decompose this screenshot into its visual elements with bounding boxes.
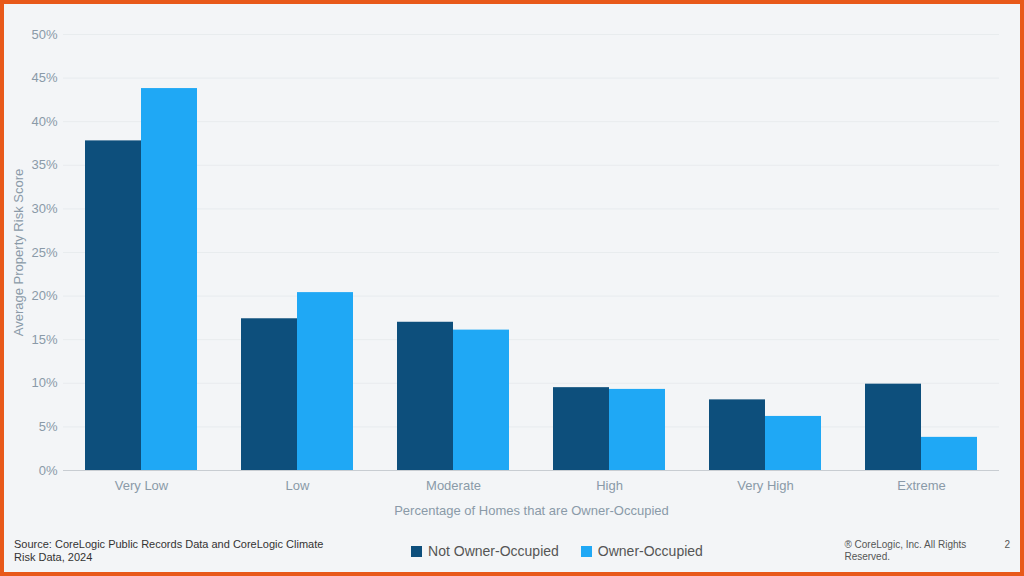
svg-text:10%: 10%	[31, 375, 57, 390]
svg-text:25%: 25%	[31, 245, 57, 260]
svg-text:Average Property Risk Score: Average Property Risk Score	[11, 169, 26, 336]
svg-text:20%: 20%	[31, 288, 57, 303]
svg-text:0%: 0%	[39, 463, 58, 478]
html-text:Not Owner-Occupied: Not Owner-Occupied	[428, 543, 559, 559]
html-text:Owner-Occupied: Owner-Occupied	[597, 543, 703, 559]
svg-text:Percentage of Homes that are O: Percentage of Homes that are Owner-Occup…	[394, 503, 669, 518]
html-text:Source: CoreLogic Public Recor: Source: CoreLogic Public Records Data an…	[14, 538, 324, 563]
html-text:® CoreLogic, Inc. All Rights R: ® CoreLogic, Inc. All Rights Reserved.	[844, 539, 967, 562]
svg-text:Very Low: Very Low	[115, 478, 169, 493]
svg-text:High: High	[596, 478, 623, 493]
svg-text:15%: 15%	[31, 332, 57, 347]
svg-text:5%: 5%	[39, 419, 58, 434]
svg-text:Low: Low	[286, 478, 310, 493]
svg-text:35%: 35%	[31, 157, 57, 172]
svg-text:50%: 50%	[31, 27, 57, 42]
svg-text:Moderate: Moderate	[426, 478, 481, 493]
svg-text:30%: 30%	[31, 201, 57, 216]
svg-text:Very High: Very High	[737, 478, 793, 493]
svg-text:45%: 45%	[31, 70, 57, 85]
svg-text:Extreme: Extreme	[897, 478, 945, 493]
svg-text:40%: 40%	[31, 114, 57, 129]
html-text:2: 2	[1004, 539, 1010, 550]
